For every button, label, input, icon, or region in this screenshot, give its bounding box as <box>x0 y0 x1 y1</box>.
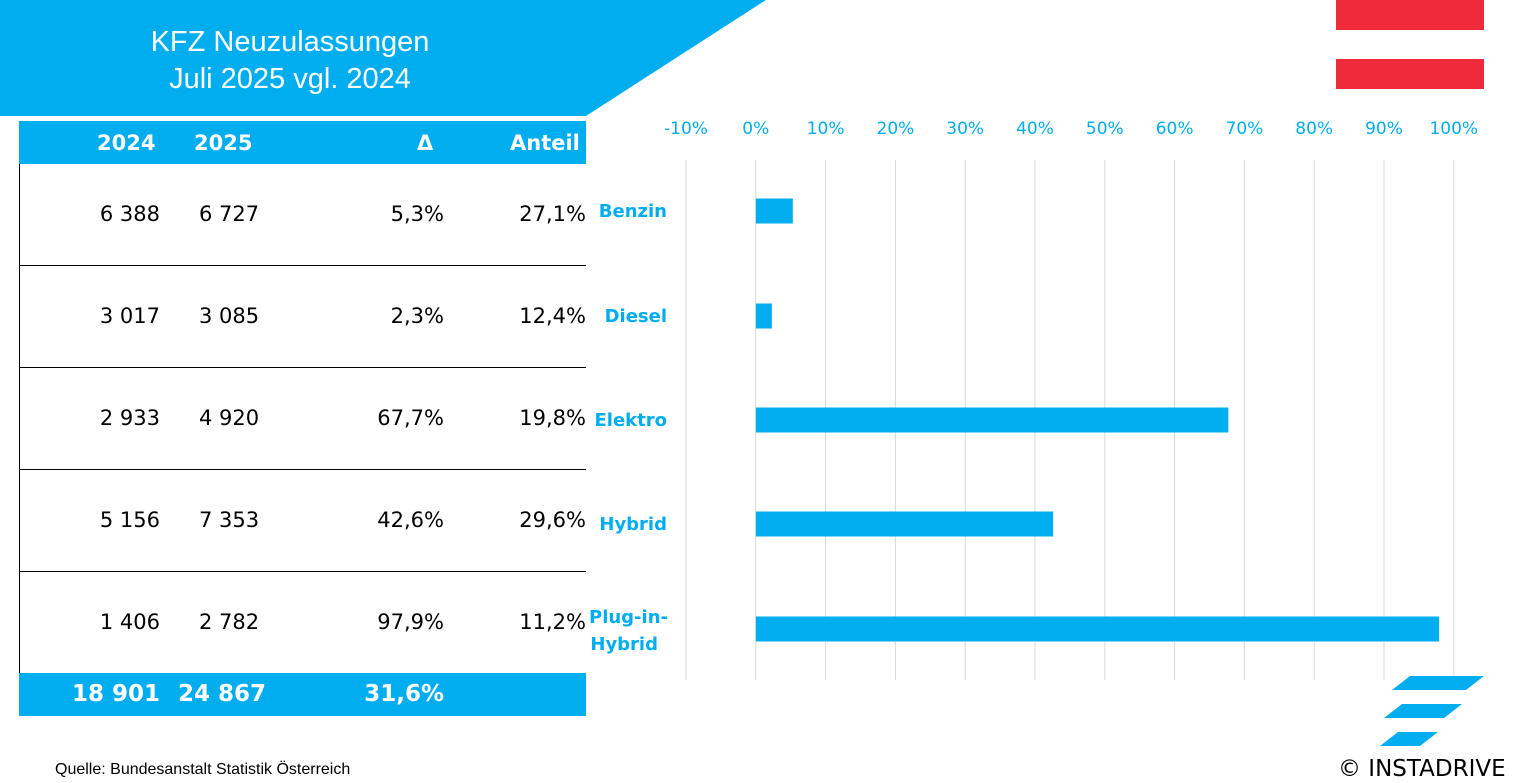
cell-2024: 3 017 <box>99 304 160 328</box>
x-tick-label: 0% <box>742 119 769 139</box>
title-line-2: Juli 2025 vgl. 2024 <box>169 63 411 95</box>
cell-2024: 2 933 <box>99 406 160 430</box>
cell-2025: 7 353 <box>199 508 260 532</box>
copyright-label: © INSTADRIVE <box>1338 756 1506 782</box>
x-tick-label: 60% <box>1156 119 1194 139</box>
title-banner <box>0 0 766 116</box>
table-row: 5 156 7 353 42,6% 29,6% <box>20 470 586 572</box>
x-tick-label: -10% <box>664 119 708 139</box>
bar <box>755 198 793 224</box>
category-label: Plug-in-Hybrid <box>590 607 668 655</box>
cell-anteil: 19,8% <box>519 406 586 430</box>
cell-delta: 97,9% <box>377 610 444 634</box>
category-label: Benzin <box>599 201 667 222</box>
x-tick-label: 50% <box>1086 119 1124 139</box>
cell-delta: 5,3% <box>390 202 444 226</box>
cell-2024: 6 388 <box>99 202 160 226</box>
table-total-row: 18 901 24 867 31,6% <box>19 673 586 716</box>
column-header-2024: 2024 <box>97 131 156 155</box>
bar <box>755 303 772 329</box>
x-tick-label: 30% <box>946 119 984 139</box>
cell-2025: 6 727 <box>199 202 260 226</box>
table-body: 6 388 6 727 5,3% 27,1% 3 017 3 085 2,3% … <box>19 164 586 674</box>
table-row: 2 933 4 920 67,7% 19,8% <box>20 368 586 470</box>
column-header-delta: Δ <box>417 131 434 155</box>
column-header-anteil: Anteil <box>510 131 580 155</box>
table-row: 1 406 2 782 97,9% 11,2% <box>20 572 586 674</box>
cell-delta: 42,6% <box>377 508 444 532</box>
x-tick-label: 80% <box>1295 119 1333 139</box>
total-2025: 24 867 <box>178 681 267 707</box>
cell-anteil: 29,6% <box>519 508 586 532</box>
category-label: Diesel <box>605 306 667 327</box>
x-tick-label: 10% <box>807 119 845 139</box>
bar-chart: -10% 0% 10% 20% 30% 40% 50% 60% 70% 80% 90% 100% Ben… <box>590 119 1478 680</box>
bar <box>755 407 1229 433</box>
x-tick-label: 100% <box>1429 119 1478 139</box>
page-title: KFZ Neuzulassungen Juli 2025 vgl. 2024 <box>60 24 520 98</box>
cell-2024: 5 156 <box>99 508 160 532</box>
cell-anteil: 12,4% <box>519 304 586 328</box>
cell-anteil: 11,2% <box>519 610 586 634</box>
total-2024: 18 901 <box>71 681 160 707</box>
cell-2025: 2 782 <box>199 610 260 634</box>
total-delta: 31,6% <box>364 681 444 707</box>
source-note: Quelle: Bundesanstalt Statistik Österrei… <box>55 761 351 778</box>
category-label: Elektro <box>595 410 668 431</box>
instadrive-logo-icon <box>1380 676 1484 746</box>
category-label: Hybrid <box>599 514 667 535</box>
bar <box>755 511 1054 537</box>
cell-delta: 2,3% <box>390 304 444 328</box>
flag-stripe-top <box>1336 0 1484 30</box>
bar <box>755 616 1440 642</box>
cell-anteil: 27,1% <box>519 202 586 226</box>
cell-delta: 67,7% <box>377 406 444 430</box>
title-line-1: KFZ Neuzulassungen <box>150 26 430 58</box>
x-tick-label: 70% <box>1226 119 1264 139</box>
table-row: 6 388 6 727 5,3% 27,1% <box>20 164 586 266</box>
x-tick-label: 40% <box>1016 119 1054 139</box>
cell-2025: 4 920 <box>199 406 260 430</box>
table-row: 3 017 3 085 2,3% 12,4% <box>20 266 586 368</box>
table-header: 2024 2025 Δ Anteil <box>19 121 586 164</box>
x-tick-label: 20% <box>877 119 915 139</box>
cell-2025: 3 085 <box>199 304 260 328</box>
column-header-2025: 2025 <box>194 131 253 155</box>
flag-stripe-bottom <box>1336 59 1484 89</box>
cell-2024: 1 406 <box>99 610 160 634</box>
x-tick-label: 90% <box>1365 119 1403 139</box>
